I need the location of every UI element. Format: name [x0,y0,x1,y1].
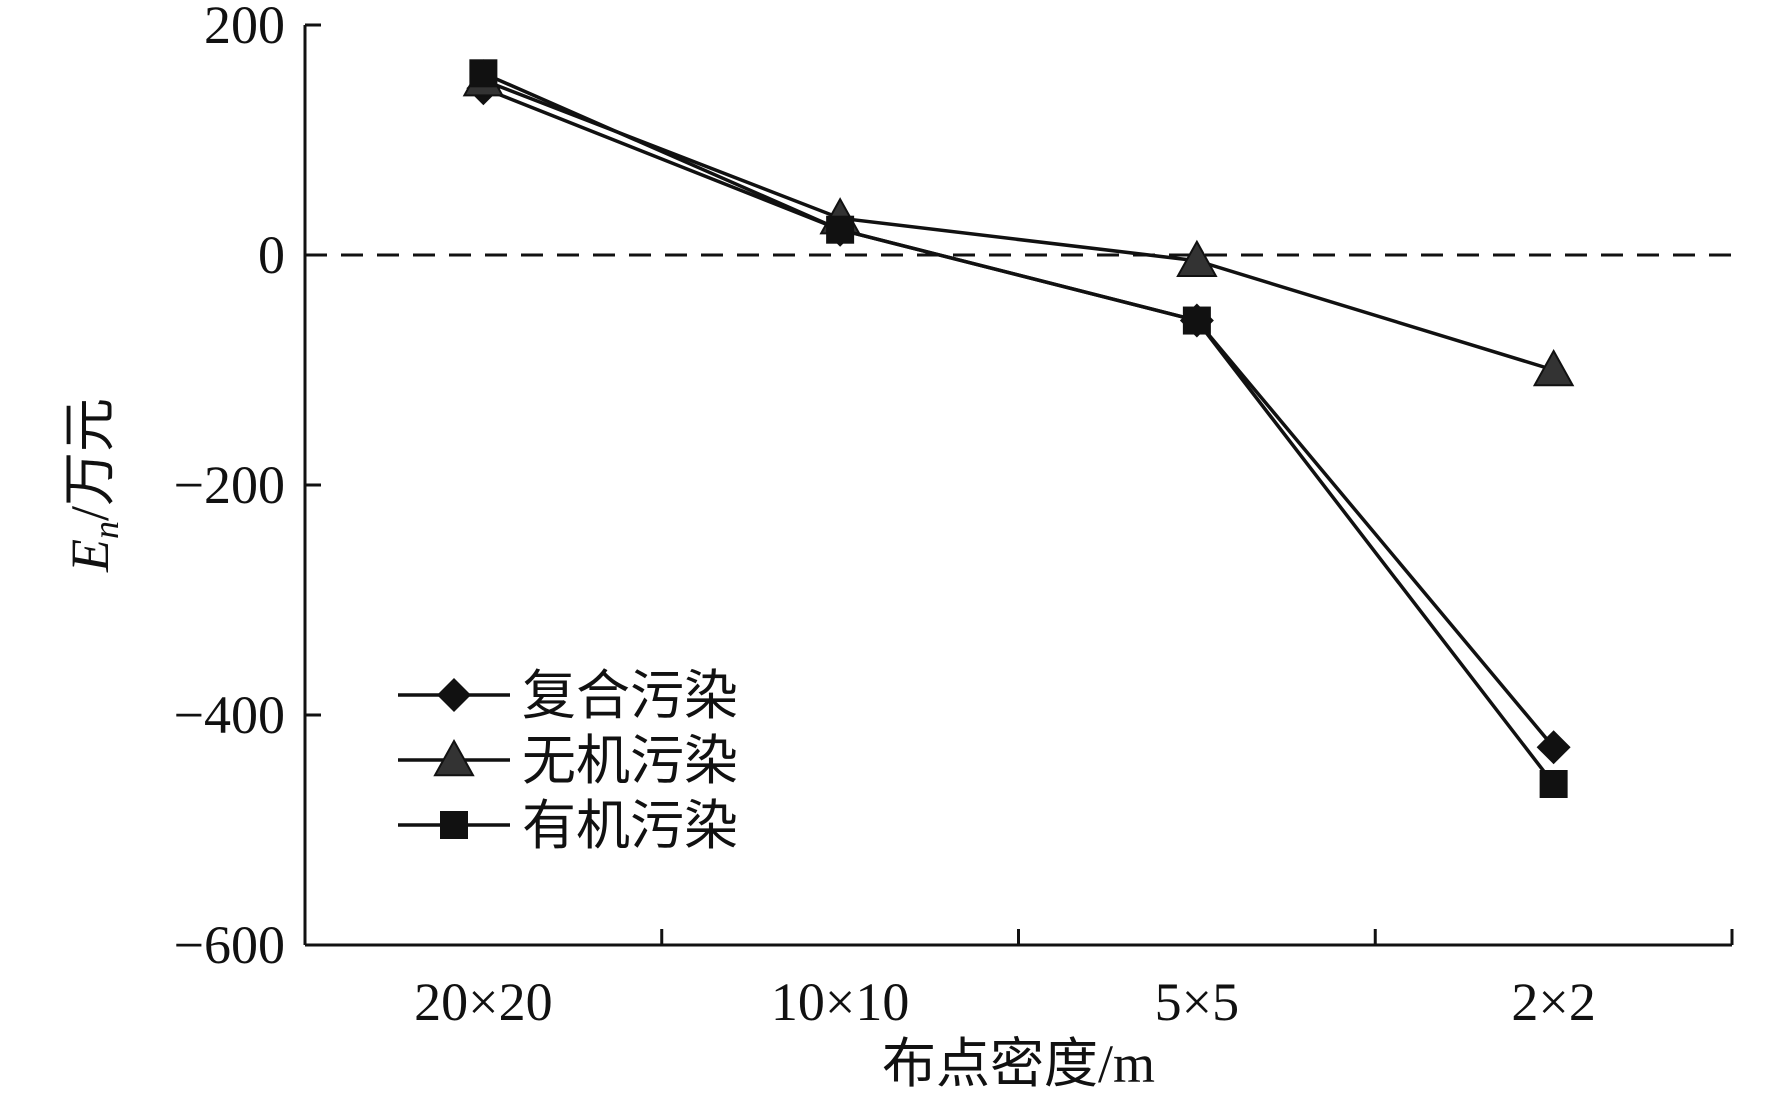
legend-entry: 复合污染 [398,666,738,726]
legend-entry: 无机污染 [398,731,738,791]
series-triangle [462,59,1575,387]
square-marker [469,59,498,88]
triangle-marker [1176,239,1218,277]
square-marker [1182,306,1211,335]
triangle-marker [1532,348,1575,387]
y-axis-title: En/万元 [60,398,126,573]
axes [303,25,1732,947]
y-axis-title-unit: /万元 [60,398,120,521]
x-tick-label: 5×5 [1155,972,1239,1032]
x-tick-label: 20×20 [414,972,552,1032]
series-group [462,59,1575,798]
series-diamond [466,71,1571,765]
legend-label: 无机污染 [522,731,738,791]
series-line [482,86,1555,749]
y-tick-label: −400 [174,685,285,745]
square-marker [826,215,855,244]
diamond-marker [437,678,471,712]
y-tick-label: −600 [174,915,285,975]
series-line [482,71,1556,786]
y-tick-label: −200 [174,455,285,515]
square-marker [440,811,468,839]
legend-label: 复合污染 [522,666,738,726]
legend-entry: 有机污染 [398,796,738,856]
x-tick-label: 10×10 [771,972,909,1032]
triangle-marker [433,738,475,777]
series-square [469,59,1568,798]
y-tick-label: 0 [258,225,285,285]
x-ticks: 20×20 10×10 5×5 2×2 [414,929,1734,1032]
diamond-marker [1536,730,1571,765]
legend-label: 有机污染 [522,796,738,856]
square-marker [1539,770,1568,798]
series-line [482,78,1555,372]
y-tick-label: 200 [204,0,285,55]
x-axis-title: 布点密度/m [882,1034,1155,1094]
y-axis-title-main: E [60,539,120,573]
x-tick-label: 2×2 [1511,972,1595,1032]
y-axis-title-sub: n [86,521,126,539]
y-ticks: 200 0 −200 −400 −600 [174,0,321,975]
